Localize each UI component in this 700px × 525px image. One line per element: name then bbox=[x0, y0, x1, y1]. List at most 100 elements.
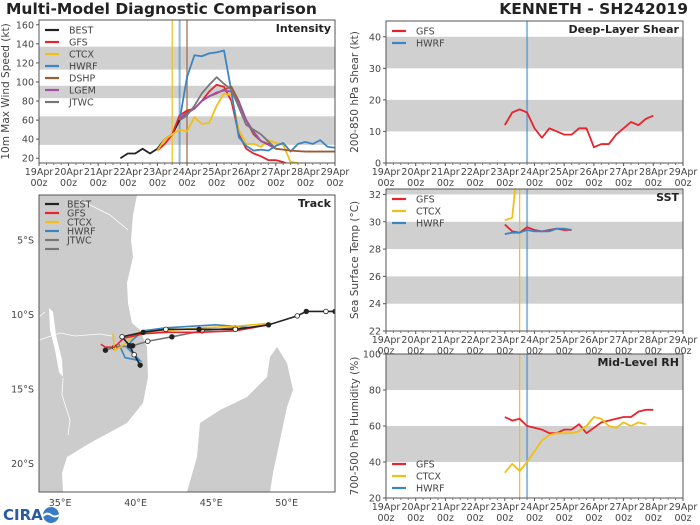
x-tick-label-hour: 00z bbox=[437, 346, 454, 357]
x-tick-label-hour: 00z bbox=[407, 513, 424, 524]
x-tick-label-hour: 00z bbox=[149, 178, 166, 189]
y-axis-label: 10m Max Wind Speed (kt) bbox=[0, 23, 12, 159]
x-tick-label-date: 23Apr bbox=[143, 167, 172, 178]
x-tick-label-hour: 00z bbox=[178, 178, 195, 189]
y-tick-label: 40 bbox=[369, 458, 381, 469]
madagascar-land bbox=[187, 347, 293, 492]
y-tick-label: 20 bbox=[369, 95, 381, 106]
panel-title: Deep-Layer Shear bbox=[568, 23, 679, 36]
svg-text:CIRA: CIRA bbox=[3, 506, 43, 524]
y-tick-label: 60 bbox=[22, 116, 34, 127]
series-line-hwrf bbox=[178, 49, 335, 153]
plot-area bbox=[39, 20, 335, 163]
legend-label-ctcx: CTCX bbox=[69, 50, 95, 61]
x-tick-label-date: 21Apr bbox=[431, 167, 460, 178]
x-tick-label-date: 20Apr bbox=[54, 167, 83, 178]
lat-tick-label: 5°S bbox=[17, 235, 34, 246]
x-tick-label-hour: 00z bbox=[60, 178, 77, 189]
x-tick-label-hour: 00z bbox=[585, 178, 602, 189]
track-point-best bbox=[126, 343, 133, 349]
plot-area bbox=[386, 189, 683, 331]
legend-label-gfs: GFS bbox=[416, 27, 435, 38]
x-tick-label-date: 19Apr bbox=[372, 502, 401, 513]
x-tick-label-date: 19Apr bbox=[25, 167, 54, 178]
x-tick-label-hour: 00z bbox=[377, 346, 394, 357]
x-tick-label-hour: 00z bbox=[467, 346, 484, 357]
x-tick-label-date: 26Apr bbox=[580, 167, 609, 178]
legend-label-lgem: LGEM bbox=[69, 86, 96, 97]
x-tick-label-date: 23Apr bbox=[491, 167, 520, 178]
track-point-best bbox=[163, 326, 169, 333]
y-tick-label: 20 bbox=[369, 494, 381, 505]
legend-label-hwrf: HWRF bbox=[69, 62, 98, 73]
y-tick-label: 0 bbox=[375, 159, 381, 170]
y-tick-label: 120 bbox=[16, 58, 34, 69]
y-tick-label: 28 bbox=[369, 245, 381, 256]
map-area bbox=[39, 195, 335, 492]
y-tick-label: 80 bbox=[22, 97, 34, 108]
track-line-hwrf bbox=[118, 324, 254, 362]
x-tick-label-hour: 00z bbox=[437, 513, 454, 524]
legend-label-ctcx: CTCX bbox=[416, 472, 442, 483]
y-tick-label: 40 bbox=[369, 32, 381, 43]
x-tick-label-hour: 00z bbox=[377, 513, 394, 524]
legend-label-hwrf: HWRF bbox=[416, 484, 445, 495]
x-tick-label-hour: 00z bbox=[585, 513, 602, 524]
track-point-best bbox=[137, 362, 143, 368]
y-tick-label: 26 bbox=[369, 272, 381, 283]
intensity-panel: 19Apr00z20Apr00z21Apr00z22Apr00z23Apr00z… bbox=[0, 19, 350, 189]
series-line-lgem bbox=[179, 89, 277, 150]
x-tick-label-date: 29Apr bbox=[321, 167, 350, 178]
series-line-ctcx bbox=[504, 416, 647, 474]
track-point-best bbox=[140, 329, 146, 336]
x-tick-label-hour: 00z bbox=[90, 178, 107, 189]
plot-area bbox=[386, 21, 683, 163]
legend-label-gfs: GFS bbox=[69, 38, 88, 49]
plot-area bbox=[386, 354, 683, 498]
x-tick-label-date: 24Apr bbox=[520, 502, 549, 513]
x-tick-label-date: 19Apr bbox=[372, 335, 401, 346]
y-tick-label: 22 bbox=[369, 327, 381, 338]
gray-band bbox=[386, 189, 683, 195]
x-tick-label-hour: 00z bbox=[467, 178, 484, 189]
x-tick-label-date: 28Apr bbox=[639, 502, 668, 513]
y-axis-label: Sea Surface Temp (°C) bbox=[349, 201, 361, 319]
legend-label-hwrf: HWRF bbox=[416, 219, 445, 230]
x-tick-label-date: 27Apr bbox=[609, 502, 638, 513]
x-tick-label-date: 22Apr bbox=[461, 167, 490, 178]
series-line-jtwc bbox=[179, 76, 277, 150]
x-tick-label-date: 19Apr bbox=[372, 167, 401, 178]
panel-title: Mid-Level RH bbox=[597, 356, 679, 369]
x-tick-label-hour: 00z bbox=[496, 346, 513, 357]
lat-tick-label: 20°S bbox=[11, 459, 34, 470]
y-tick-label: 140 bbox=[16, 39, 34, 50]
x-tick-label-hour: 00z bbox=[556, 178, 573, 189]
legend-label-ctcx: CTCX bbox=[416, 207, 442, 218]
series-line-ctcx bbox=[504, 189, 517, 222]
x-tick-label-date: 24Apr bbox=[520, 335, 549, 346]
series-line-gfs bbox=[504, 408, 654, 435]
rh-panel: 19Apr00z20Apr00z21Apr00z22Apr00z23Apr00z… bbox=[349, 350, 697, 525]
x-tick-label-hour: 00z bbox=[467, 513, 484, 524]
x-tick-label-hour: 00z bbox=[30, 178, 47, 189]
y-tick-label: 160 bbox=[16, 20, 34, 31]
gray-band bbox=[386, 276, 683, 304]
x-tick-label-date: 29Apr bbox=[669, 167, 698, 178]
track-point-jtwc bbox=[169, 334, 175, 340]
legend-label-gfs: GFS bbox=[416, 195, 435, 206]
series-line-ctcx bbox=[156, 92, 299, 163]
cira-logo: CIRA bbox=[3, 506, 59, 524]
x-tick-label-hour: 00z bbox=[585, 346, 602, 357]
panel-title: SST bbox=[656, 191, 679, 204]
x-tick-label-hour: 00z bbox=[615, 346, 632, 357]
legend-label-hwrf: HWRF bbox=[416, 39, 445, 50]
legend-label-ctcx: CTCX bbox=[67, 218, 93, 229]
sst-panel: 19Apr00z20Apr00z21Apr00z22Apr00z23Apr00z… bbox=[349, 188, 697, 357]
track-point-best bbox=[119, 334, 125, 340]
x-tick-label-date: 20Apr bbox=[401, 502, 430, 513]
x-tick-label-date: 28Apr bbox=[291, 167, 320, 178]
storm-id: KENNETH - SH242019 bbox=[499, 0, 688, 18]
x-tick-label-hour: 00z bbox=[326, 178, 343, 189]
x-tick-label-date: 21Apr bbox=[84, 167, 113, 178]
